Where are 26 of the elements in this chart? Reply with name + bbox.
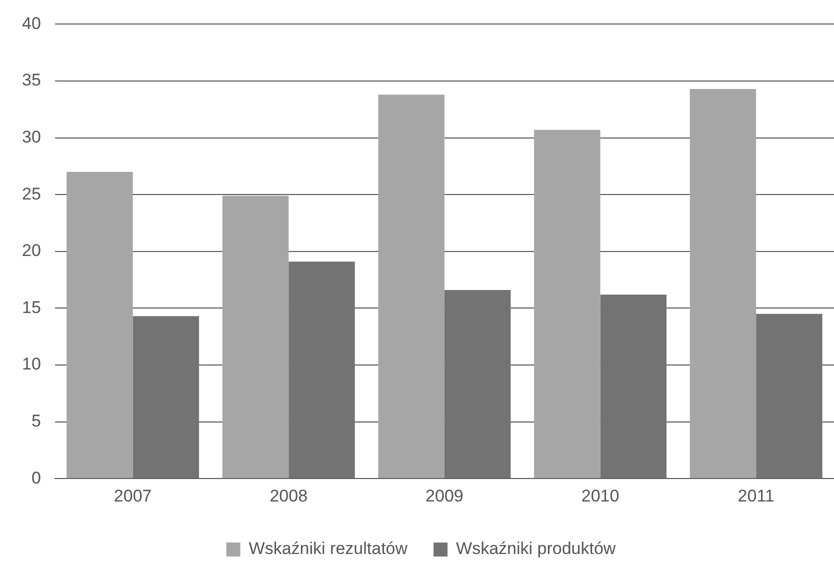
bar bbox=[444, 290, 511, 478]
y-tick-label: 10 bbox=[22, 354, 41, 374]
y-tick-label: 15 bbox=[22, 298, 41, 317]
legend-label: Wskaźniki rezultatów bbox=[248, 539, 408, 558]
bar bbox=[690, 88, 756, 478]
y-tick-label: 20 bbox=[22, 241, 41, 260]
bar bbox=[600, 294, 666, 478]
x-tick-label: 2010 bbox=[581, 486, 620, 506]
legend-label: Wskaźniki produktów bbox=[456, 539, 616, 558]
x-tick-label: 2008 bbox=[270, 486, 308, 506]
x-tick-label: 2009 bbox=[426, 486, 464, 506]
bar bbox=[66, 172, 133, 478]
y-tick-label: 30 bbox=[22, 127, 41, 146]
bar bbox=[378, 94, 444, 478]
y-tick-label: 40 bbox=[22, 14, 41, 33]
y-tick-label: 25 bbox=[22, 184, 41, 204]
x-tick-label: 2007 bbox=[114, 486, 152, 506]
y-tick-label: 5 bbox=[31, 411, 41, 430]
bar bbox=[756, 314, 822, 478]
y-tick-label: 0 bbox=[31, 468, 41, 488]
bar bbox=[132, 316, 200, 478]
y-tick-label: 35 bbox=[22, 70, 41, 90]
bar bbox=[534, 130, 600, 478]
x-tick-label: 2011 bbox=[738, 486, 774, 506]
bar bbox=[222, 196, 289, 478]
bar bbox=[288, 262, 355, 478]
